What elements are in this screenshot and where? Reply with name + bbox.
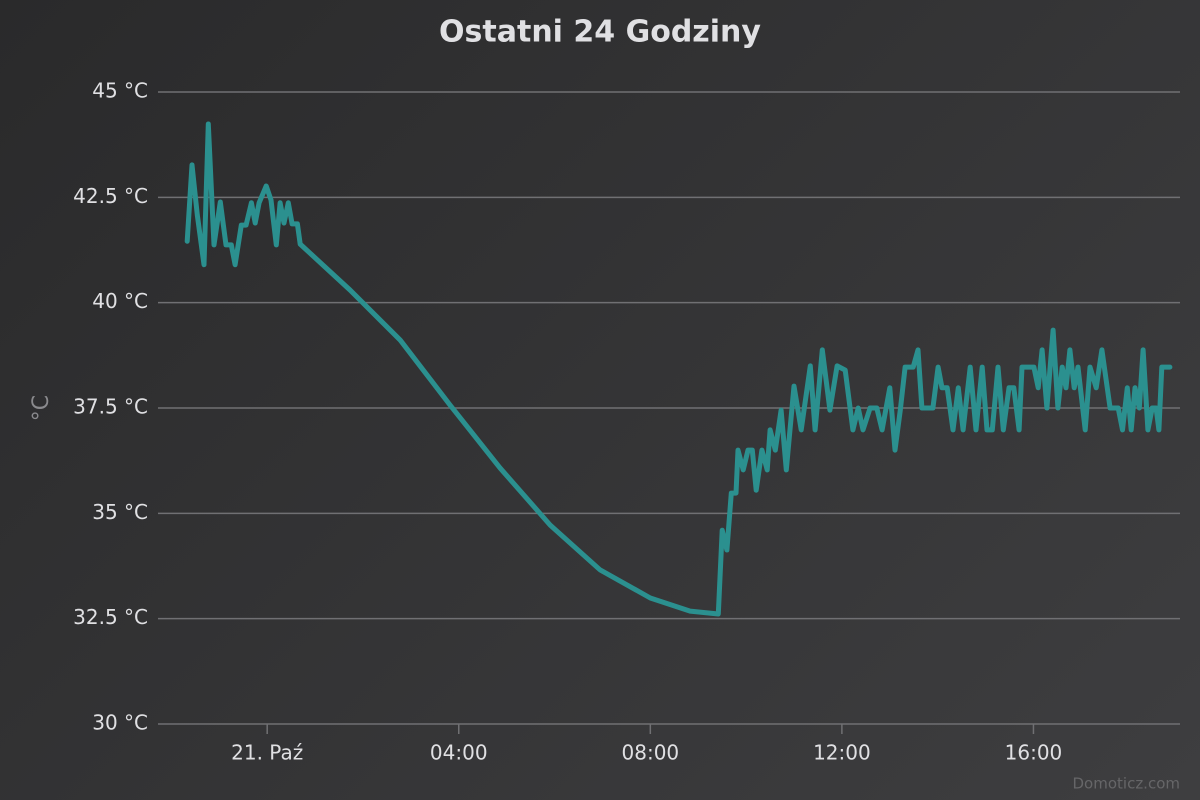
credits: Domoticz.com	[1073, 775, 1181, 793]
y-tick-label: 37.5 °C	[73, 395, 148, 419]
y-tick-label: 35 °C	[92, 500, 148, 524]
x-tick-label: 04:00	[430, 741, 488, 765]
y-tick-label: 42.5 °C	[73, 184, 148, 208]
y-tick-label: 32.5 °C	[73, 605, 148, 629]
x-tick-label: 12:00	[813, 741, 871, 765]
y-axis-label: °C	[29, 395, 54, 421]
y-tick-label: 40 °C	[92, 289, 148, 313]
y-tick-label: 45 °C	[92, 79, 148, 103]
temperature-line	[184, 121, 1173, 617]
x-tick-label: 08:00	[622, 741, 680, 765]
y-tick-label: 30 °C	[92, 711, 148, 735]
x-tick-label: 16:00	[1005, 741, 1063, 765]
chart-title: Ostatni 24 Godziny	[439, 15, 761, 50]
x-tick-label: 21. Paź	[231, 741, 303, 765]
